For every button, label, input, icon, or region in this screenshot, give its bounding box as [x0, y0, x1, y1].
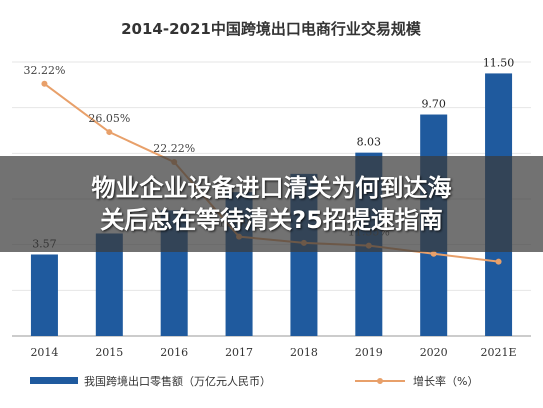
x-tick-2014: 2014 — [30, 346, 58, 359]
legend-bar-label: 我国跨境出口零售额（万亿元人民币） — [84, 374, 271, 388]
growth-point-2020 — [430, 250, 437, 257]
x-tick-2021E: 2021E — [481, 346, 517, 359]
growth-point-2014 — [41, 80, 48, 87]
x-tick-2017: 2017 — [225, 346, 253, 359]
legend: 我国跨境出口零售额（万亿元人民币） 增长率（%） — [30, 374, 478, 388]
x-tick-2019: 2019 — [355, 346, 383, 359]
x-tick-2018: 2018 — [290, 346, 318, 359]
chart-title: 2014-2021中国跨境出口电商行业交易规模 — [121, 20, 422, 38]
x-tick-2015: 2015 — [95, 346, 123, 359]
overlay-banner: 物业企业设备进口清关为何到达海 关后总在等待清关?5招提速指南 — [0, 156, 543, 252]
growth-label-2016: 22.22% — [153, 142, 195, 155]
overlay-headline-line-1: 物业企业设备进口清关为何到达海 — [91, 174, 452, 202]
growth-label-2014: 32.22% — [23, 64, 65, 77]
growth-label-2015: 26.05% — [88, 112, 130, 125]
legend-line-label: 增长率（%） — [413, 374, 478, 388]
growth-point-2021E — [495, 258, 502, 265]
x-axis-ticks: 2014 2015 2016 2017 2018 2019 2020 2021E — [30, 346, 516, 359]
growth-point-2015 — [106, 129, 113, 136]
overlay-headline-line-2: 关后总在等待清关?5招提速指南 — [100, 206, 443, 234]
x-tick-2016: 2016 — [160, 346, 188, 359]
legend-line-marker — [377, 378, 383, 384]
bar-2014 — [30, 254, 58, 336]
bar-value-label-2019: 8.03 — [357, 136, 382, 149]
legend-bar-swatch — [30, 377, 78, 384]
bar-value-label-2020: 9.70 — [421, 98, 446, 111]
bar-value-label-2021E: 11.50 — [483, 56, 515, 69]
x-tick-2020: 2020 — [420, 346, 448, 359]
